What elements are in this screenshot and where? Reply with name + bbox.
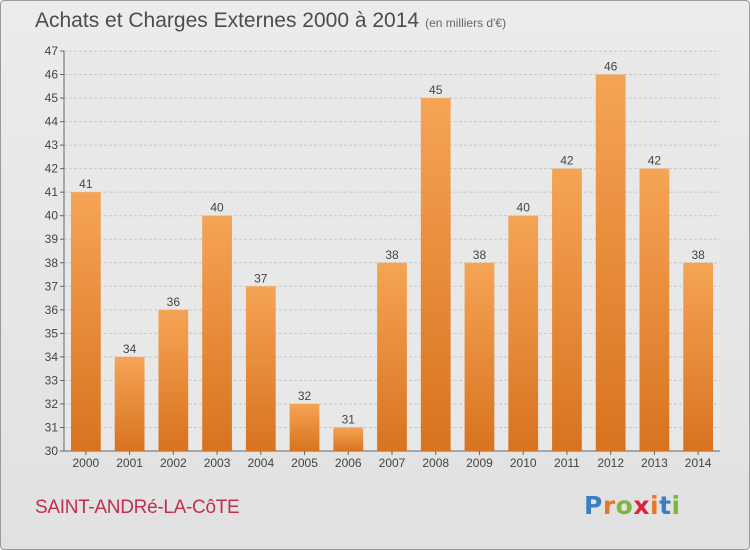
y-tick-label: 37 bbox=[45, 279, 59, 293]
x-tick-label-2011: 2011 bbox=[554, 456, 580, 470]
chart-title-text: Achats et Charges Externes 2000 à 2014 bbox=[35, 9, 420, 32]
data-label-2011: 42 bbox=[560, 154, 574, 168]
bar-2008 bbox=[420, 98, 451, 451]
y-tick-label: 39 bbox=[45, 232, 59, 246]
data-label-2007: 38 bbox=[385, 248, 399, 262]
logo-letter: i bbox=[671, 491, 681, 520]
data-label-2005: 32 bbox=[298, 389, 312, 403]
x-tick-label-2005: 2005 bbox=[291, 456, 318, 470]
x-tick-label-2009: 2009 bbox=[466, 456, 493, 470]
x-tick-label-2008: 2008 bbox=[422, 456, 449, 470]
logo-letter: i bbox=[650, 491, 660, 520]
x-tick-label-2006: 2006 bbox=[335, 456, 362, 470]
y-tick-label: 33 bbox=[45, 373, 59, 387]
y-tick-label: 34 bbox=[45, 350, 59, 364]
y-tick-label: 44 bbox=[45, 115, 59, 129]
chart-title: Achats et Charges Externes 2000 à 2014 (e… bbox=[35, 9, 506, 33]
y-tick-label: 42 bbox=[45, 162, 59, 176]
bar-2012 bbox=[595, 74, 626, 451]
data-label-2009: 38 bbox=[473, 248, 487, 262]
bar-2006 bbox=[333, 427, 364, 451]
x-tick-label-2014: 2014 bbox=[685, 456, 712, 470]
x-tick-label-2003: 2003 bbox=[204, 456, 231, 470]
x-tick-label-2004: 2004 bbox=[247, 456, 274, 470]
commune-name: SAINT-ANDRé-LA-CôTE bbox=[35, 497, 240, 518]
data-label-2001: 34 bbox=[123, 342, 137, 356]
bar-2004 bbox=[245, 286, 276, 451]
data-label-2014: 38 bbox=[691, 248, 705, 262]
bar-2000 bbox=[70, 192, 101, 452]
logo-letter: t bbox=[659, 491, 672, 520]
x-tick-label-2007: 2007 bbox=[379, 456, 406, 470]
bar-2007 bbox=[377, 262, 407, 451]
data-label-2000: 41 bbox=[79, 177, 93, 191]
x-tick-label-2002: 2002 bbox=[160, 456, 187, 470]
data-label-2003: 40 bbox=[210, 201, 224, 215]
data-label-2010: 40 bbox=[517, 201, 531, 215]
y-tick-label: 36 bbox=[45, 303, 59, 317]
y-tick-label: 35 bbox=[45, 326, 59, 340]
y-tick-label: 47 bbox=[45, 44, 59, 58]
chart-subtitle: (en milliers d'€) bbox=[425, 16, 507, 30]
proxiti-logo: Proxiti bbox=[584, 491, 681, 520]
y-tick-label: 31 bbox=[45, 420, 59, 434]
logo-letter: r bbox=[602, 491, 616, 520]
y-tick-label: 32 bbox=[45, 397, 59, 411]
logo-letter: P bbox=[584, 491, 603, 520]
bar-2013 bbox=[639, 168, 670, 451]
x-tick-label-2000: 2000 bbox=[73, 456, 100, 470]
y-tick-label: 41 bbox=[45, 185, 59, 199]
y-tick-label: 43 bbox=[45, 138, 59, 152]
data-label-2004: 37 bbox=[254, 271, 268, 285]
logo-letter: o bbox=[615, 491, 634, 520]
y-tick-label: 45 bbox=[45, 91, 59, 105]
x-tick-label-2001: 2001 bbox=[116, 456, 143, 470]
data-label-2006: 31 bbox=[342, 412, 356, 426]
bar-2010 bbox=[508, 215, 539, 451]
bar-2001 bbox=[114, 356, 145, 451]
data-label-2013: 42 bbox=[648, 154, 662, 168]
x-tick-label-2012: 2012 bbox=[597, 456, 624, 470]
bar-2005 bbox=[289, 403, 320, 451]
bar-2011 bbox=[552, 168, 582, 451]
y-tick-label: 40 bbox=[45, 209, 59, 223]
data-label-2012: 46 bbox=[604, 60, 618, 74]
logo-letter: x bbox=[633, 491, 650, 520]
y-tick-label: 38 bbox=[45, 256, 59, 270]
x-tick-label-2013: 2013 bbox=[641, 456, 668, 470]
data-label-2002: 36 bbox=[167, 295, 181, 309]
bar-2003 bbox=[202, 215, 232, 451]
bar-2014 bbox=[683, 262, 714, 451]
y-tick-label: 46 bbox=[45, 68, 59, 82]
y-tick-label: 30 bbox=[45, 444, 59, 458]
bar-2002 bbox=[158, 309, 189, 451]
data-label-2008: 45 bbox=[429, 83, 443, 97]
x-tick-label-2010: 2010 bbox=[510, 456, 537, 470]
bar-2009 bbox=[464, 262, 495, 451]
